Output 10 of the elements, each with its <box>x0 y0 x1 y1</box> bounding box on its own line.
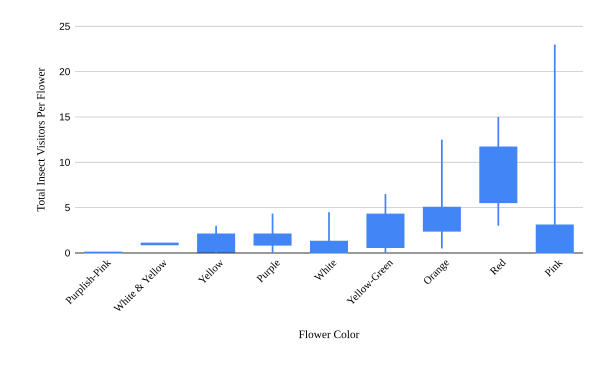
y-tick-label: 10 <box>60 158 70 166</box>
y-tick-label: 15 <box>60 114 70 120</box>
y-tick-label: 25 <box>60 22 70 30</box>
x-tick-label: Red <box>490 258 506 276</box>
y-tick-label: 20 <box>60 68 70 76</box>
y-axis-title: Total Insect Visitors Per Flower <box>36 68 45 212</box>
x-tick-label: Pink <box>544 260 563 277</box>
x-axis-title: Flower Color <box>298 330 360 338</box>
y-tick-label: 5 <box>65 204 70 212</box>
y-tick-label: 0 <box>65 249 70 257</box>
